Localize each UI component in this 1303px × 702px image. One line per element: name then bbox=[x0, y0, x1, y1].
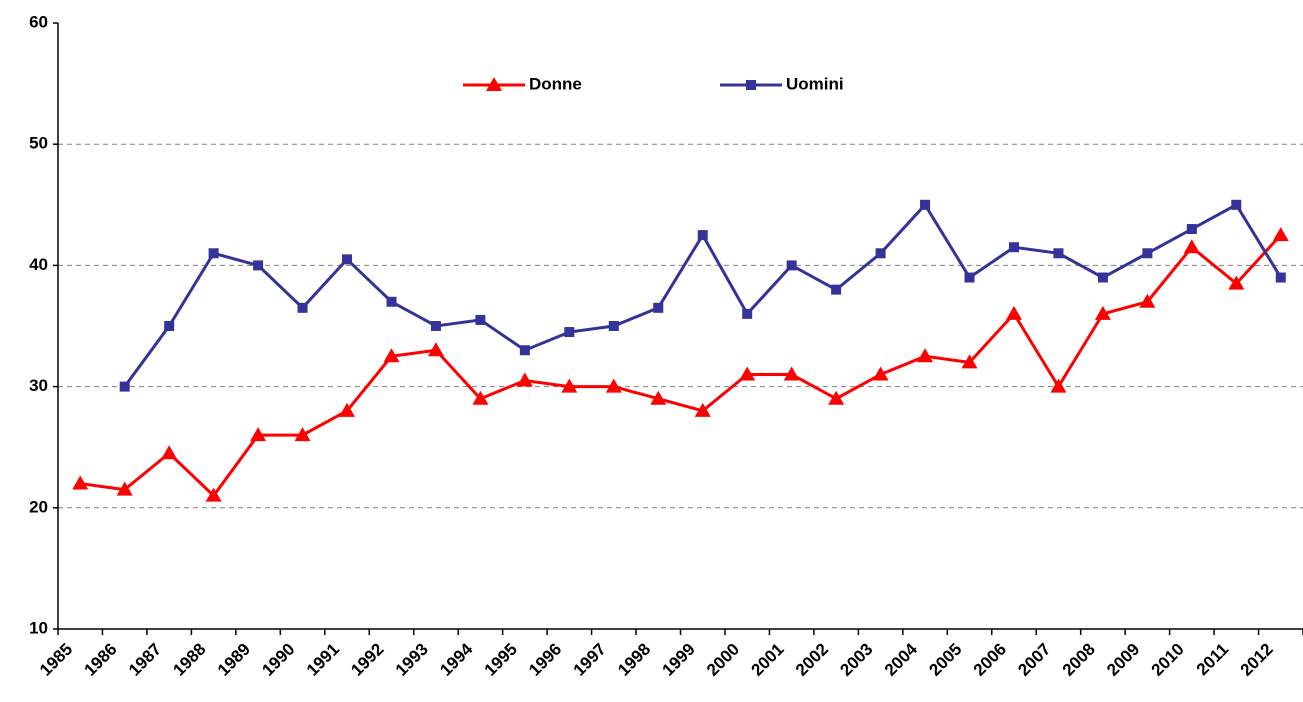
point bbox=[205, 487, 222, 502]
x-tick-label: 1986 bbox=[81, 640, 121, 680]
x-tick-label: 2000 bbox=[703, 640, 743, 680]
point bbox=[605, 378, 622, 393]
point bbox=[472, 390, 489, 405]
x-tick-label: 1999 bbox=[659, 640, 699, 680]
x-tick-label: 2003 bbox=[836, 640, 876, 680]
point bbox=[1094, 305, 1111, 320]
point bbox=[1228, 275, 1245, 290]
point bbox=[875, 248, 886, 259]
x-tick-label: 1988 bbox=[169, 640, 209, 680]
point bbox=[1050, 378, 1067, 393]
point bbox=[828, 390, 845, 405]
point bbox=[786, 260, 797, 271]
x-tick-label: 1991 bbox=[303, 640, 343, 680]
point bbox=[383, 348, 400, 363]
x-tick-label: 1998 bbox=[614, 640, 654, 680]
point bbox=[961, 354, 978, 369]
point bbox=[342, 254, 353, 265]
y-tick-label: 20 bbox=[29, 497, 48, 516]
point bbox=[516, 372, 533, 387]
x-tick-label: 2006 bbox=[970, 640, 1010, 680]
point bbox=[739, 366, 756, 381]
x-tick-label: 1996 bbox=[525, 640, 565, 680]
point bbox=[1142, 248, 1153, 259]
point bbox=[1186, 224, 1197, 235]
x-tick-label: 2007 bbox=[1014, 640, 1054, 680]
point bbox=[161, 445, 178, 460]
point bbox=[297, 302, 308, 313]
x-tick-label: 2011 bbox=[1193, 640, 1233, 680]
point bbox=[1005, 305, 1022, 320]
y-tick-label: 40 bbox=[29, 255, 48, 274]
x-tick-label: 1985 bbox=[36, 640, 76, 680]
x-tick-label: 2012 bbox=[1237, 640, 1277, 680]
x-tick-label: 2004 bbox=[881, 639, 922, 680]
y-tick-label: 50 bbox=[29, 134, 48, 153]
point bbox=[253, 260, 264, 271]
point bbox=[72, 475, 89, 490]
point bbox=[294, 427, 311, 442]
point bbox=[650, 390, 667, 405]
point bbox=[250, 427, 267, 442]
x-tick-label: 2010 bbox=[1148, 640, 1188, 680]
point bbox=[427, 342, 444, 357]
point bbox=[486, 77, 502, 91]
point bbox=[920, 199, 931, 210]
series bbox=[119, 199, 1286, 392]
x-tick-label: 2001 bbox=[747, 640, 787, 680]
legend-label: Uomini bbox=[786, 74, 844, 93]
point bbox=[694, 402, 711, 417]
point bbox=[519, 345, 530, 356]
point bbox=[1272, 227, 1289, 242]
x-tick-label: 1992 bbox=[347, 640, 387, 680]
point bbox=[475, 314, 486, 325]
x-tick-label: 1987 bbox=[125, 640, 165, 680]
x-tick-label: 1997 bbox=[570, 640, 610, 680]
point bbox=[564, 327, 575, 338]
point bbox=[1139, 293, 1156, 308]
x-tick-label: 1990 bbox=[258, 640, 298, 680]
x-tick-label: 2008 bbox=[1059, 640, 1099, 680]
point bbox=[746, 80, 756, 90]
point bbox=[339, 402, 356, 417]
x-tick-label: 1994 bbox=[436, 639, 477, 680]
y-tick-label: 30 bbox=[29, 376, 48, 395]
y-tick-label: 10 bbox=[29, 618, 48, 637]
point bbox=[119, 381, 130, 392]
point bbox=[964, 272, 975, 283]
x-tick-label: 1995 bbox=[481, 640, 521, 680]
point bbox=[742, 308, 753, 319]
point bbox=[116, 481, 133, 496]
series bbox=[72, 227, 1289, 502]
x-tick-label: 2005 bbox=[925, 640, 965, 680]
point bbox=[917, 348, 934, 363]
point bbox=[208, 248, 219, 259]
point bbox=[386, 296, 397, 307]
point bbox=[1231, 199, 1242, 210]
x-tick-label: 2002 bbox=[792, 640, 832, 680]
point bbox=[164, 321, 175, 331]
point bbox=[831, 284, 842, 295]
point bbox=[608, 321, 619, 331]
point bbox=[653, 302, 664, 313]
legend-label: Donne bbox=[529, 74, 582, 93]
point bbox=[697, 230, 708, 241]
point bbox=[1053, 248, 1064, 259]
x-tick-label: 2009 bbox=[1103, 640, 1143, 680]
x-tick-label: 1993 bbox=[392, 640, 432, 680]
point bbox=[872, 366, 889, 381]
point bbox=[1183, 239, 1200, 254]
y-tick-label: 60 bbox=[29, 12, 48, 31]
point bbox=[1097, 272, 1108, 283]
point bbox=[1275, 272, 1286, 283]
line bbox=[80, 234, 1282, 498]
point bbox=[1008, 242, 1019, 253]
x-tick-label: 1989 bbox=[214, 640, 254, 680]
point bbox=[783, 366, 800, 381]
point bbox=[430, 321, 441, 331]
point bbox=[561, 378, 578, 393]
